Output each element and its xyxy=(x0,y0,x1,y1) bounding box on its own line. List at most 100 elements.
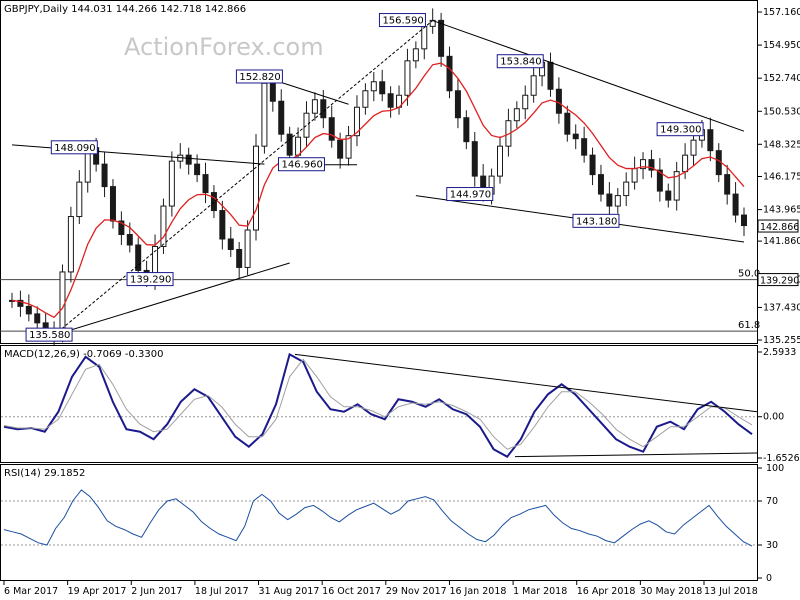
candle-body xyxy=(168,160,175,207)
price-annotation-label: 135.580 xyxy=(29,330,70,341)
candle-body xyxy=(724,174,731,195)
candle-body xyxy=(597,174,604,195)
candle-body xyxy=(707,129,714,152)
price-panel-title: GBPJPY,Daily 144.031 144.266 142.718 142… xyxy=(4,4,246,15)
candle-body xyxy=(572,133,579,140)
x-tick-label: 30 May 2018 xyxy=(640,586,702,597)
current-price-label: 142.866 xyxy=(760,222,799,233)
x-tick-label: 16 Apr 2018 xyxy=(577,586,636,597)
candle-body xyxy=(463,117,470,143)
candle-body xyxy=(210,192,217,212)
rsi-y-tick-label: 30 xyxy=(766,540,778,551)
candle-body xyxy=(17,299,24,307)
macd-y-tick-label: -1.6526 xyxy=(763,453,800,464)
candle-body xyxy=(614,195,621,207)
candle-body xyxy=(471,141,478,177)
candle-body xyxy=(337,139,344,159)
candle-body xyxy=(623,181,630,197)
fib-price-box xyxy=(757,273,799,287)
candle-body xyxy=(555,88,562,114)
candle-body xyxy=(421,25,428,50)
x-tick-label: 13 Jul 2018 xyxy=(704,586,758,597)
macd-layer xyxy=(1,352,758,458)
candle-body xyxy=(362,90,369,108)
price-annotation-label: 156.590 xyxy=(382,16,423,27)
candle-body xyxy=(244,229,251,268)
candle-body xyxy=(101,163,108,188)
channel-upper-line xyxy=(432,20,745,132)
candle-body xyxy=(648,159,655,171)
current-price-box xyxy=(757,219,799,233)
price-y-tick-label: 148.325 xyxy=(763,139,800,150)
fib-level-label: 50.0 xyxy=(738,269,760,280)
candle-body xyxy=(589,154,596,176)
rsi-y-tick-label: 70 xyxy=(766,496,778,507)
rsi-line xyxy=(3,489,753,547)
x-tick-label: 29 Nov 2017 xyxy=(386,586,447,597)
price-annotation-box xyxy=(572,213,620,228)
x-tick-label: 19 Apr 2017 xyxy=(68,586,127,597)
resistance-trendline xyxy=(11,144,265,165)
price-annotation-label: 139.290 xyxy=(130,275,171,286)
candle-body xyxy=(741,214,747,227)
price-y-tick-label: 150.530 xyxy=(763,106,800,117)
candle-body xyxy=(194,163,201,176)
price-annotation-box xyxy=(496,54,544,69)
price-annotation-box xyxy=(25,327,73,342)
macd-support-line xyxy=(514,452,758,458)
ema-line xyxy=(11,62,745,319)
candle-body xyxy=(370,81,377,92)
candle-body xyxy=(387,93,394,108)
candle-body xyxy=(118,220,125,236)
x-tick-label: 2 Jun 2017 xyxy=(131,586,182,597)
candle-body xyxy=(682,154,689,173)
candle-body xyxy=(236,248,243,268)
candle-body xyxy=(379,81,386,95)
candle-body xyxy=(454,90,461,119)
price-y-tick-label: 154.950 xyxy=(763,40,800,51)
candle-body xyxy=(631,168,638,183)
candle-body xyxy=(109,186,116,222)
candle-body xyxy=(185,154,192,165)
macd-trendline xyxy=(294,353,758,413)
price-y-tick-label: 137.430 xyxy=(763,302,800,313)
axis-layer: 157.160 154.950 152.740 150.530 148.325 146.1… xyxy=(3,7,800,597)
macd-y-tick-label: 2.5933 xyxy=(763,347,796,358)
candle-body xyxy=(160,205,167,247)
price-annotation-label: 153.840 xyxy=(500,57,541,68)
price-annotation-label: 143.180 xyxy=(576,216,617,227)
price-y-tick-label: 143.965 xyxy=(763,205,800,216)
fib-price-label: 139.290 xyxy=(760,276,799,287)
rsi-panel-frame xyxy=(0,464,758,581)
macd-panel-title: MACD(12,26,9) -0.7069 -0.3300 xyxy=(4,349,164,360)
price-y-tick-label: 141.860 xyxy=(763,236,800,247)
candle-body xyxy=(606,193,613,207)
macd-panel-frame xyxy=(0,345,758,463)
candle-body xyxy=(404,60,411,96)
candle-body xyxy=(438,19,445,57)
candle-body xyxy=(135,244,142,271)
rsi-panel-title: RSI(14) 29.1852 xyxy=(4,468,85,479)
candle-body xyxy=(34,313,41,324)
price-y-tick-label: 146.175 xyxy=(763,171,800,182)
x-tick-label: 1 Mar 2018 xyxy=(513,586,567,597)
price-annotation-label: 148.090 xyxy=(54,143,95,154)
macd-signal-line xyxy=(3,358,753,450)
price-annotation-label: 146.960 xyxy=(281,160,322,171)
candle-body xyxy=(219,210,226,240)
candle-body xyxy=(353,106,360,137)
candle-body xyxy=(690,139,697,156)
macd-y-tick-label: 0.00 xyxy=(763,412,784,423)
candle-body xyxy=(446,55,453,92)
rsi-y-tick-label: 0 xyxy=(766,573,772,584)
x-tick-label: 18 Jul 2017 xyxy=(195,586,249,597)
candle-body xyxy=(530,75,537,96)
rsi-layer xyxy=(1,489,757,547)
candle-body xyxy=(564,112,571,135)
candle-body xyxy=(673,171,680,201)
candle-body xyxy=(581,138,588,156)
candle-body xyxy=(278,100,285,135)
candle-body xyxy=(320,99,327,119)
price-panel-frame xyxy=(0,0,758,344)
